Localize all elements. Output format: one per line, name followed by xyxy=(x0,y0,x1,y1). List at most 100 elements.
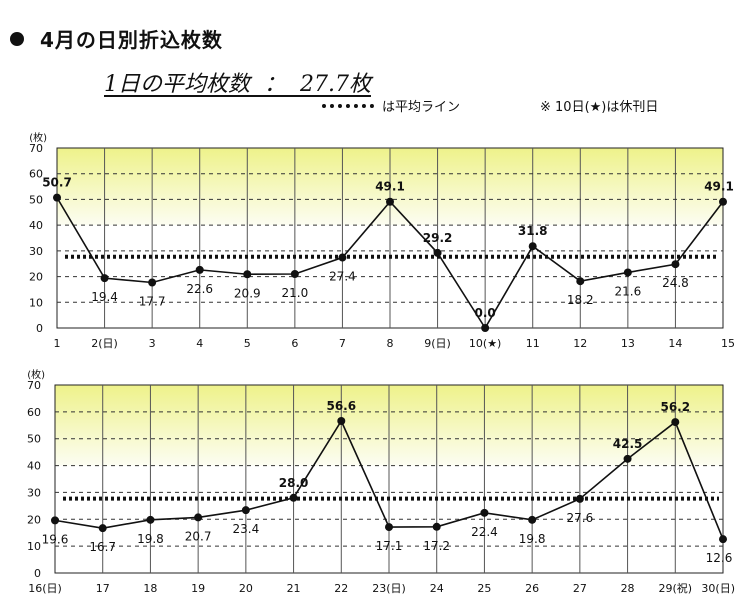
data-point xyxy=(575,494,584,503)
data-label: 56.6 xyxy=(326,399,356,413)
x-tick-label: 23(日) xyxy=(372,582,406,595)
data-label: 23.4 xyxy=(232,522,259,536)
data-point xyxy=(53,193,61,202)
data-point xyxy=(289,493,298,502)
x-tick-label: 5 xyxy=(244,337,251,350)
average-summary: 1日の平均枚数 ： 27.7枚 xyxy=(104,72,371,97)
data-point xyxy=(243,270,252,279)
x-tick-label: 30(日) xyxy=(701,582,735,595)
legend-average-label: は平均ライン xyxy=(382,100,461,115)
data-label: 17.7 xyxy=(139,294,166,308)
x-tick-label: 20 xyxy=(239,582,253,595)
x-tick-label: 16(日) xyxy=(28,582,62,595)
x-tick-label: 3 xyxy=(149,337,156,350)
x-tick-label: 11 xyxy=(526,337,540,350)
data-label: 31.8 xyxy=(518,224,548,238)
x-tick-label: 17 xyxy=(96,582,110,595)
data-label: 19.8 xyxy=(137,532,164,546)
data-point xyxy=(100,274,109,283)
data-label: 0.0 xyxy=(475,306,496,320)
holiday-note: ※ 10日(★)は休刊日 xyxy=(540,100,659,115)
data-point xyxy=(386,197,394,206)
x-tick-label: 7 xyxy=(339,337,346,350)
legend-average-line: は平均ライン xyxy=(322,96,460,115)
y-tick-label: 10 xyxy=(27,540,41,553)
x-tick-label: 8 xyxy=(387,337,394,350)
data-label: 16.7 xyxy=(89,540,116,554)
y-tick-label: 30 xyxy=(27,486,41,499)
data-label: 21.0 xyxy=(281,286,308,300)
data-point xyxy=(719,197,727,206)
x-tick-label: 19 xyxy=(191,582,205,595)
data-label: 17.1 xyxy=(376,539,403,553)
y-tick-label: 10 xyxy=(29,296,43,309)
x-tick-label: 29(祝) xyxy=(658,581,692,595)
data-point xyxy=(481,324,490,332)
data-label: 19.6 xyxy=(42,532,69,546)
data-point xyxy=(195,265,204,274)
y-tick-label: 40 xyxy=(27,460,41,473)
x-tick-label: 21 xyxy=(287,582,301,595)
x-tick-label: 26 xyxy=(525,582,539,595)
data-point xyxy=(623,268,632,277)
page-title-text: 4月の日別折込枚数 xyxy=(40,28,223,52)
x-tick-label: 12 xyxy=(573,337,587,350)
data-label: 50.7 xyxy=(42,176,72,190)
y-tick-label: 60 xyxy=(29,168,43,181)
bullet-icon xyxy=(10,31,24,46)
data-label: 56.2 xyxy=(660,400,690,414)
data-label: 29.2 xyxy=(423,231,453,245)
data-label: 19.8 xyxy=(519,532,546,546)
y-unit-label: (枚) xyxy=(29,131,47,144)
data-label: 22.6 xyxy=(186,282,213,296)
y-tick-label: 50 xyxy=(27,433,41,446)
data-point xyxy=(528,515,537,524)
x-tick-label: 4 xyxy=(196,337,203,350)
y-tick-label: 20 xyxy=(27,513,41,526)
data-point xyxy=(146,515,155,524)
data-point xyxy=(671,418,680,427)
data-label: 12.6 xyxy=(706,551,733,565)
y-tick-label: 20 xyxy=(29,271,43,284)
x-tick-label: 1 xyxy=(54,337,61,350)
dotted-line-icon xyxy=(322,103,374,108)
x-tick-label: 10(★) xyxy=(469,337,501,350)
y-tick-label: 60 xyxy=(27,406,41,419)
x-tick-label: 9(日) xyxy=(424,337,451,350)
y-unit-label: (枚) xyxy=(27,368,45,381)
x-tick-label: 24 xyxy=(430,582,444,595)
y-tick-label: 30 xyxy=(29,245,43,258)
y-tick-label: 50 xyxy=(29,193,43,206)
data-label: 20.9 xyxy=(234,286,261,300)
data-label: 49.1 xyxy=(375,180,405,194)
data-point xyxy=(148,278,157,287)
y-tick-label: 0 xyxy=(36,322,43,335)
y-tick-label: 70 xyxy=(27,379,41,392)
data-point xyxy=(337,416,346,425)
x-tick-label: 25 xyxy=(477,582,491,595)
data-label: 19.4 xyxy=(91,290,118,304)
data-label: 18.2 xyxy=(567,293,594,307)
x-tick-label: 22 xyxy=(334,582,348,595)
y-tick-label: 0 xyxy=(34,567,41,580)
data-label: 21.6 xyxy=(614,284,641,298)
data-point xyxy=(385,523,393,532)
data-label: 27.4 xyxy=(329,270,356,284)
data-label: 49.1 xyxy=(704,180,734,194)
data-point xyxy=(623,454,632,463)
data-point xyxy=(432,522,441,531)
page-title: 4月の日別折込枚数 xyxy=(10,24,223,53)
data-point xyxy=(98,524,107,533)
data-point xyxy=(433,248,442,257)
y-tick-label: 70 xyxy=(29,142,43,155)
data-point xyxy=(719,535,727,544)
x-tick-label: 2(日) xyxy=(91,337,118,350)
data-point xyxy=(480,508,489,517)
data-point xyxy=(528,242,537,251)
data-label: 27.6 xyxy=(566,511,593,525)
x-tick-label: 27 xyxy=(573,582,587,595)
chart-late-april: 0 10 20 30 40 50 60 70(枚) 16(日) 17 18 19 20 21 22 23(日)… xyxy=(27,368,735,595)
data-point xyxy=(576,277,585,286)
x-tick-label: 28 xyxy=(621,582,635,595)
data-point xyxy=(338,253,347,262)
